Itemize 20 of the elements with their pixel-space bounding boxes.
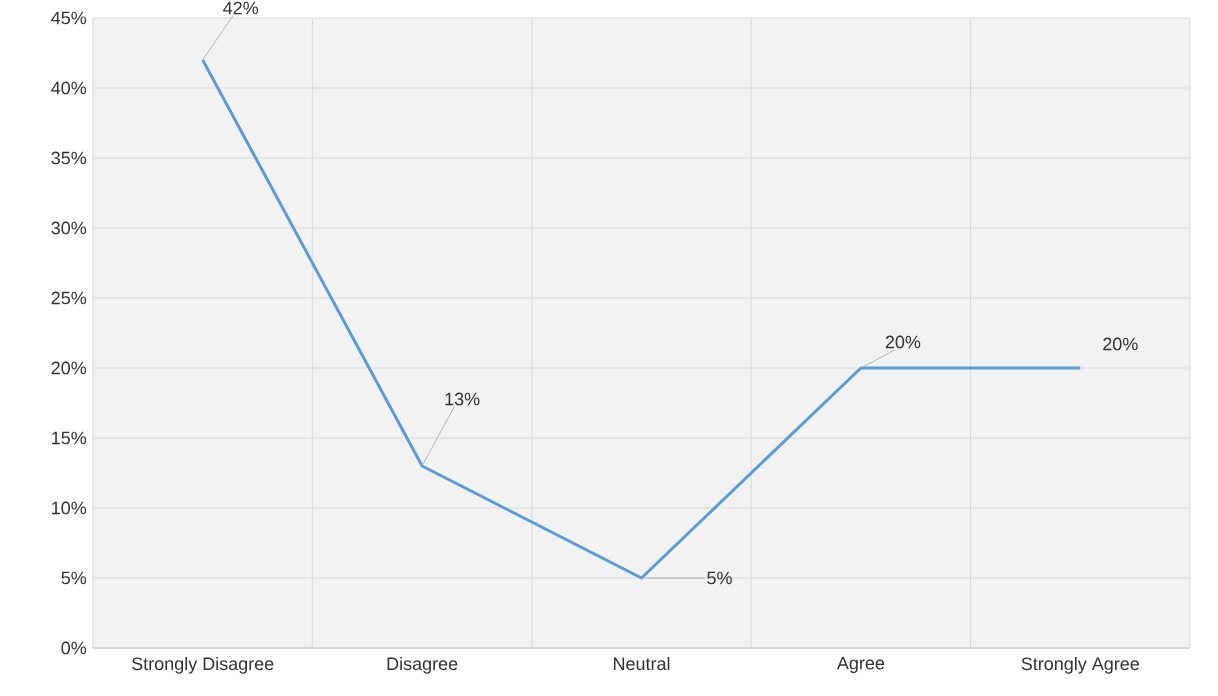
data-label: 42% [223,1,259,15]
data-label: 20% [1103,337,1138,351]
data-label: 20% [885,335,921,349]
y-tick-label: 15% [52,431,87,445]
y-tick-label: 30% [51,221,87,235]
data-label: 13% [445,392,480,406]
y-tick-label: 10% [52,501,87,515]
data-label: 5% [707,571,732,585]
x-tick-label: Strongly Disagree [131,656,274,674]
x-tick-label: Disagree [387,656,458,674]
y-tick-label: 5% [61,571,87,585]
y-tick-label: 40% [51,81,87,95]
y-tick-label: 20% [51,361,87,375]
x-tick-label: Agree [836,656,885,674]
x-tick-label: Neutral [613,656,670,671]
x-tick-label: Strongly Agree [1021,656,1140,674]
y-tick-label: 0% [61,641,87,655]
y-tick-label: 45% [51,11,87,25]
y-tick-label: 25% [51,291,87,305]
y-tick-label: 35% [51,151,87,165]
